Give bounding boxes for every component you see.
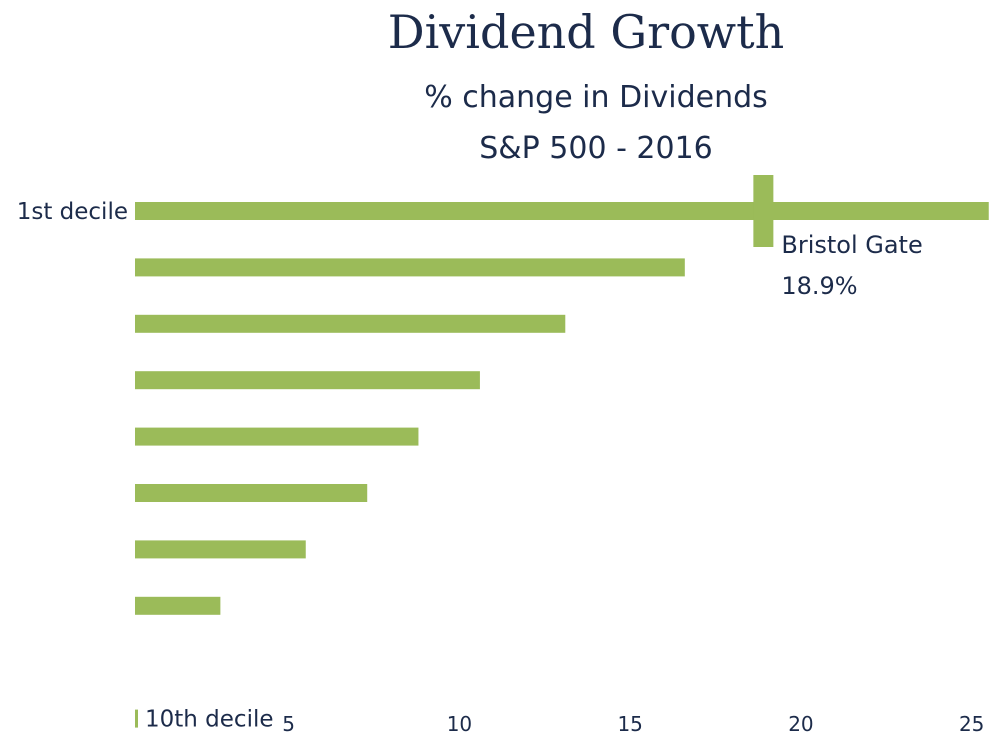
chart-subtitle-line-1: % change in Dividends — [424, 80, 768, 115]
bar-decile-3 — [135, 314, 566, 333]
bar-decile-8 — [135, 596, 221, 615]
bristol-gate-value: 18.9% — [781, 272, 857, 300]
chart-title: Dividend Growth — [388, 5, 785, 59]
x-tick-label-15: 15 — [617, 712, 642, 736]
bristol-gate-marker — [753, 175, 774, 247]
category-label-10: 10th decile — [145, 707, 274, 733]
category-label-group: 1st decile 10th decile — [17, 199, 274, 733]
bar-decile-2 — [135, 258, 685, 277]
category-label-1: 1st decile — [17, 199, 128, 225]
x-tick-label-5: 5 — [282, 712, 295, 736]
x-axis-tick-labels: 5 10 15 20 25 — [282, 712, 984, 736]
bristol-gate-annotation: Bristol Gate 18.9% — [753, 175, 923, 300]
bristol-gate-label: Bristol Gate — [781, 231, 922, 259]
bar-decile-6 — [135, 484, 368, 502]
x-tick-label-20: 20 — [788, 712, 813, 736]
bar-group — [135, 202, 989, 728]
chart-subtitle-line-2: S&P 500 - 2016 — [479, 131, 713, 166]
bar-decile-1 — [135, 202, 989, 220]
bar-decile-10 — [135, 709, 138, 728]
bar-decile-7 — [135, 540, 306, 559]
bar-decile-4 — [135, 371, 480, 390]
x-tick-label-10: 10 — [447, 712, 472, 736]
x-tick-label-25: 25 — [959, 712, 984, 736]
bar-decile-5 — [135, 427, 419, 446]
